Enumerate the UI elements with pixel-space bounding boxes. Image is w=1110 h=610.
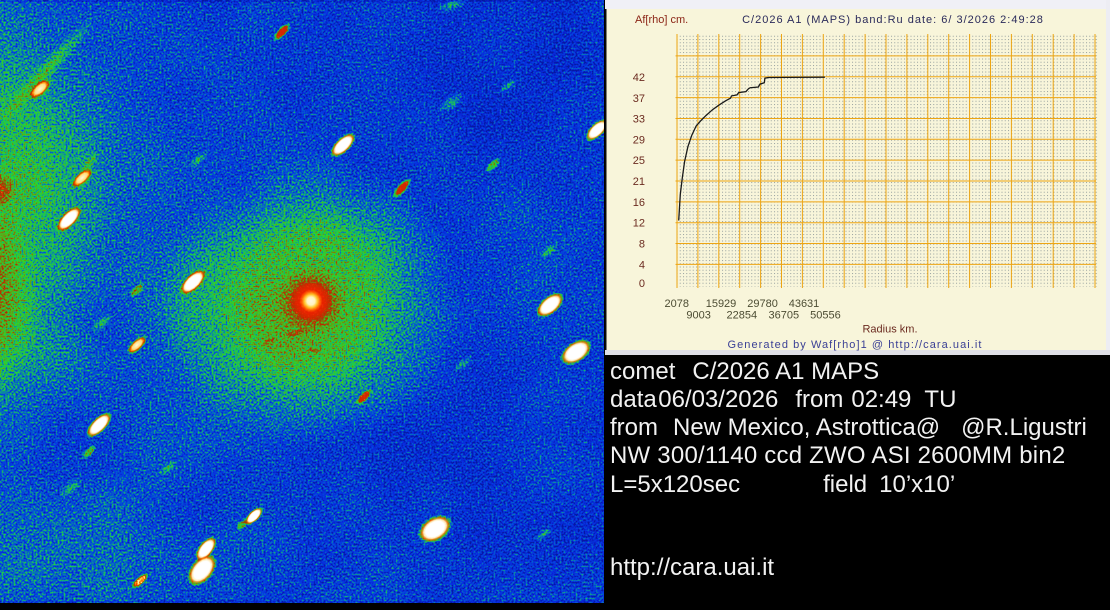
svg-text:15929: 15929 <box>706 298 737 310</box>
svg-text:4: 4 <box>639 259 645 271</box>
svg-text:21: 21 <box>633 176 645 188</box>
svg-text:16: 16 <box>633 197 645 209</box>
svg-text:9003: 9003 <box>686 310 710 322</box>
svg-text:C/2026 A1 (MAPS) band:Ru date:: C/2026 A1 (MAPS) band:Ru date: 6/ 3/2026… <box>742 14 1044 26</box>
svg-text:Radius km.: Radius km. <box>862 324 917 336</box>
svg-text:29780: 29780 <box>747 298 778 310</box>
svg-text:Af[rho] cm.: Af[rho] cm. <box>635 14 688 26</box>
svg-text:0: 0 <box>639 278 645 290</box>
svg-text:50556: 50556 <box>810 310 841 322</box>
svg-text:Generated by Waf[rho]1 @ http:: Generated by Waf[rho]1 @ http://cara.uai… <box>727 339 982 351</box>
svg-text:42: 42 <box>633 72 645 84</box>
svg-text:25: 25 <box>633 155 645 167</box>
svg-text:43631: 43631 <box>789 298 820 310</box>
svg-text:36705: 36705 <box>769 310 800 322</box>
svg-text:37: 37 <box>633 93 645 105</box>
svg-text:2078: 2078 <box>665 298 689 310</box>
svg-text:29: 29 <box>633 134 645 146</box>
svg-text:33: 33 <box>633 114 645 126</box>
svg-text:12: 12 <box>633 218 645 230</box>
svg-text:22854: 22854 <box>727 310 758 322</box>
svg-text:8: 8 <box>639 239 645 251</box>
